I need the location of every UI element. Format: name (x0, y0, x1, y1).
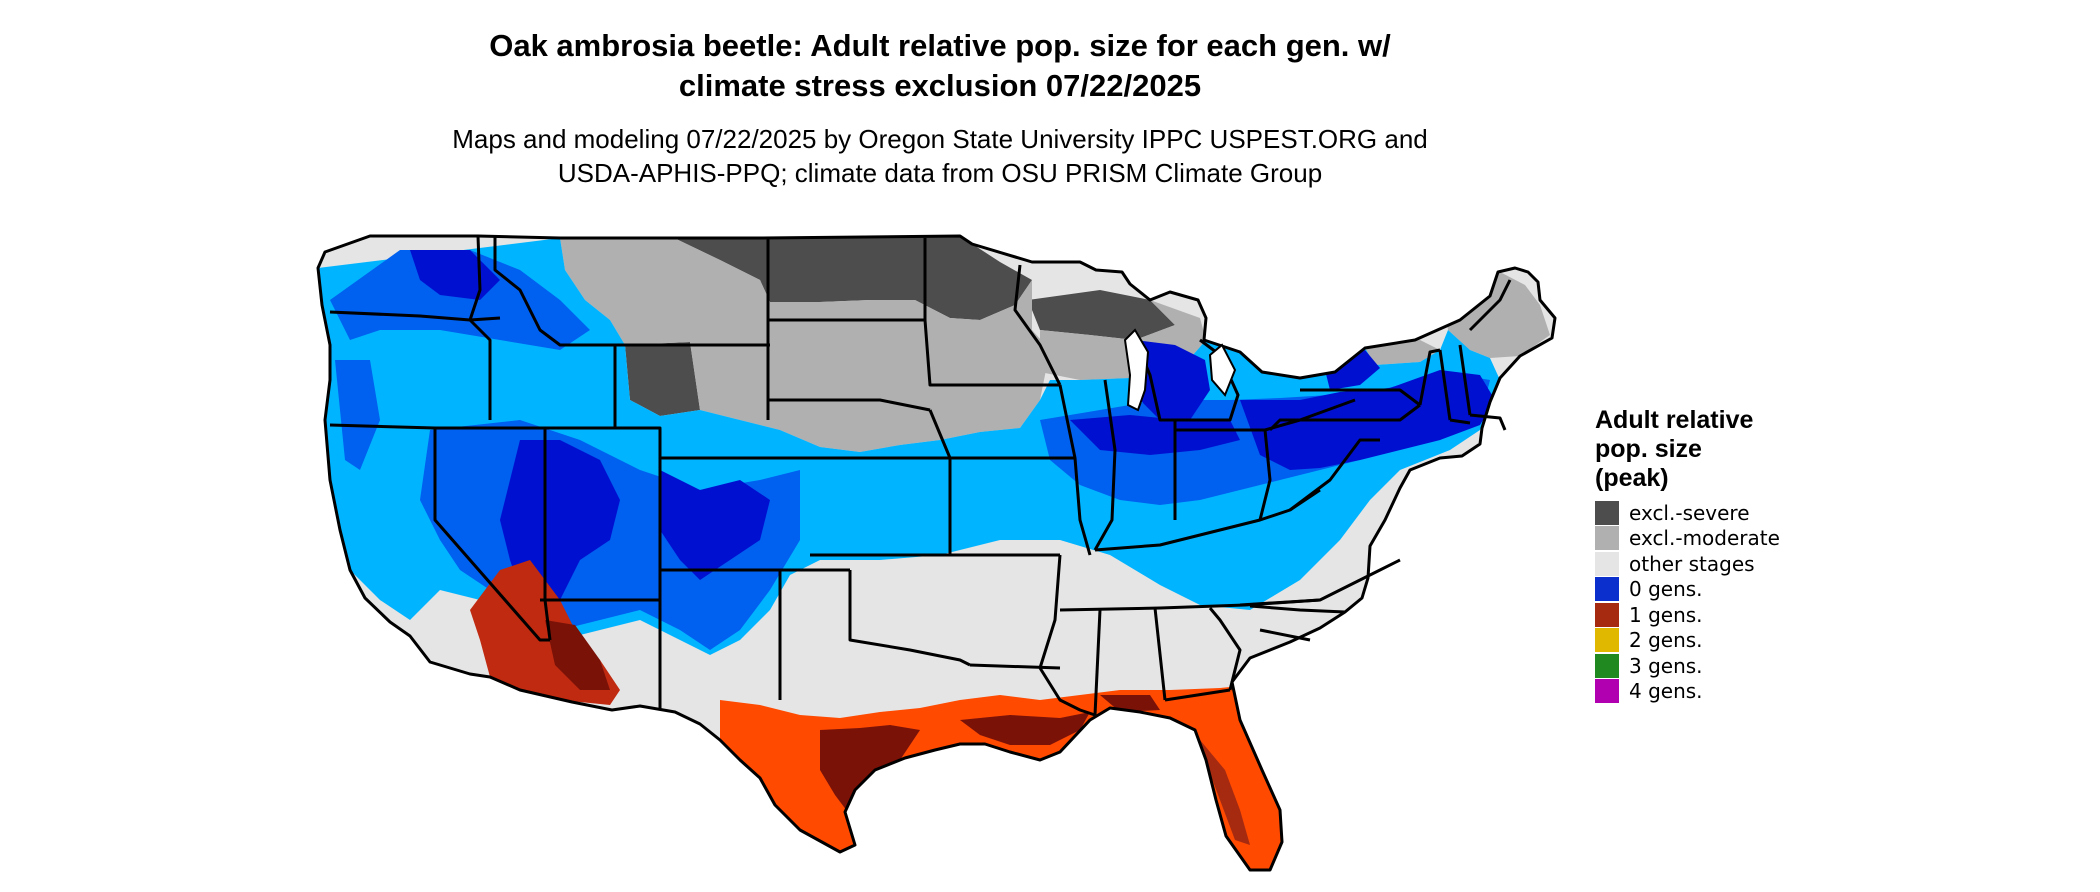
legend-item: 0 gens. (1595, 577, 1780, 603)
us-outline (316, 234, 1557, 872)
legend-item: 1 gens. (1595, 602, 1780, 628)
legend-swatch (1595, 679, 1619, 704)
legend-swatch (1595, 628, 1619, 653)
legend-item: excl.-severe (1595, 500, 1780, 526)
legend-label: 3 gens. (1629, 653, 1703, 678)
map-subtitle-line-2: USDA-APHIS-PPQ; climate data from OSU PR… (557, 158, 1323, 188)
legend-item: 3 gens. (1595, 653, 1780, 679)
legend-item: 4 gens. (1595, 679, 1780, 705)
legend-label: 4 gens. (1629, 679, 1703, 704)
legend-item: 2 gens. (1595, 628, 1780, 654)
legend-title-line-1: Adult relative (1595, 406, 1754, 434)
legend-label: excl.-severe (1629, 500, 1750, 525)
map-title-line-2: climate stress exclusion 07/22/2025 (678, 68, 1202, 103)
legend-title-line-2: pop. size (1595, 435, 1702, 463)
legend-label: 1 gens. (1629, 602, 1703, 627)
legend-swatch (1595, 500, 1619, 525)
legend-label: excl.-moderate (1629, 526, 1780, 551)
legend-label: 2 gens. (1629, 628, 1703, 653)
legend-label: other stages (1629, 551, 1755, 576)
legend-swatch (1595, 526, 1619, 551)
legend-item: excl.-moderate (1595, 526, 1780, 552)
legend-swatch (1595, 551, 1619, 576)
map-subtitle-line-1: Maps and modeling 07/22/2025 by Oregon S… (452, 124, 1428, 154)
legend-title-line-3: (peak) (1595, 464, 1669, 492)
legend-item: other stages (1595, 551, 1780, 577)
legend-label: 0 gens. (1629, 577, 1703, 602)
map-title-line-1: Oak ambrosia beetle: Adult relative pop.… (489, 28, 1391, 63)
great-lakes (1123, 328, 1237, 412)
legend-swatch (1595, 577, 1619, 602)
legend: excl.-severe excl.-moderate other stages… (1595, 500, 1780, 704)
legend-swatch (1595, 653, 1619, 678)
legend-swatch (1595, 602, 1619, 627)
state-borders (329, 235, 1512, 717)
